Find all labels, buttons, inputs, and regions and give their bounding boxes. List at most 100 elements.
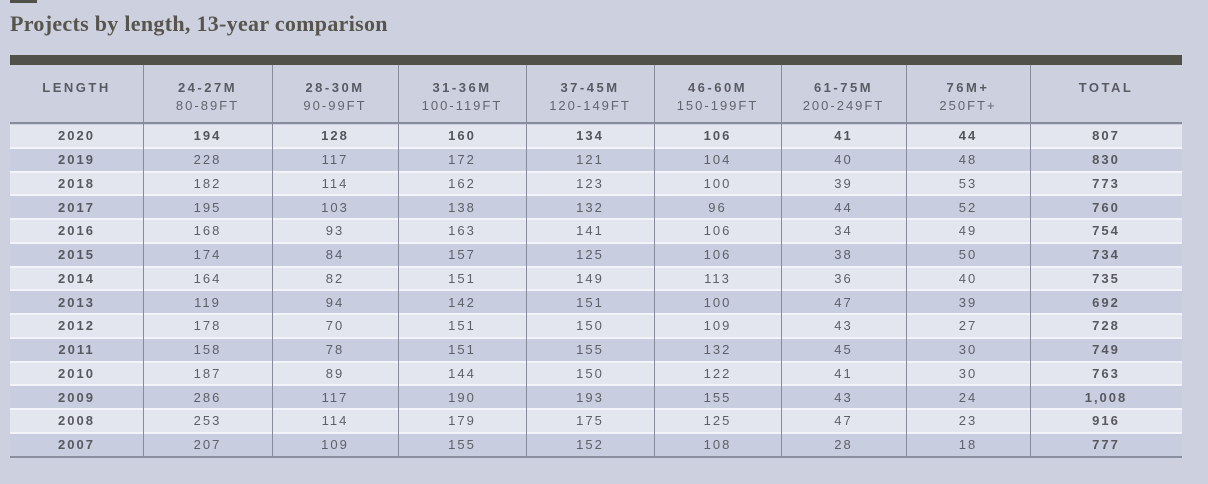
total-cell: 773 bbox=[1092, 175, 1120, 191]
value-cell: 44 bbox=[834, 199, 853, 215]
value-cell: 28 bbox=[834, 437, 853, 453]
year-cell: 2009 bbox=[58, 389, 95, 405]
value-cell: 207 bbox=[193, 437, 222, 453]
value-cell: 117 bbox=[321, 152, 349, 168]
value-cell: 179 bbox=[448, 413, 476, 429]
value-cell: 187 bbox=[193, 365, 222, 381]
column-header-meters-label: 46-60M bbox=[687, 80, 748, 95]
value-cell: 134 bbox=[576, 128, 604, 144]
value-cell: 23 bbox=[958, 413, 978, 429]
total-cell: 735 bbox=[1092, 270, 1120, 286]
value-cell: 155 bbox=[576, 342, 604, 358]
value-cell: 155 bbox=[448, 437, 476, 453]
value-cell: 47 bbox=[834, 413, 853, 429]
value-cell: 142 bbox=[448, 294, 476, 310]
total-cell: 728 bbox=[1092, 318, 1120, 334]
value-cell: 158 bbox=[193, 342, 222, 358]
table-header-row: LENGTH 24-27M 80-89FT 28-30M 90-99FT 31-36M 10… bbox=[10, 65, 1182, 122]
year-cell: 2010 bbox=[58, 365, 95, 381]
value-cell: 39 bbox=[834, 175, 853, 191]
value-cell: 49 bbox=[958, 223, 978, 239]
value-cell: 40 bbox=[958, 270, 978, 286]
column-divider-line bbox=[781, 65, 782, 457]
column-header-76m-: 76M+ 250FT+ bbox=[906, 65, 1030, 122]
value-cell: 151 bbox=[448, 270, 476, 286]
value-cell: 125 bbox=[576, 247, 604, 263]
value-cell: 151 bbox=[576, 294, 604, 310]
year-cell: 2019 bbox=[58, 152, 95, 168]
value-cell: 47 bbox=[834, 294, 853, 310]
value-cell: 39 bbox=[958, 294, 978, 310]
table-row-2020: 2020 194 128 160 134 106 41 44 807 bbox=[10, 125, 1182, 149]
value-cell: 151 bbox=[448, 318, 476, 334]
column-header-total: TOTAL bbox=[1030, 65, 1182, 122]
value-cell: 195 bbox=[193, 199, 222, 215]
year-cell: 2015 bbox=[58, 247, 95, 263]
column-header-28-30m: 28-30M 90-99FT bbox=[272, 65, 398, 122]
column-header-feet-label: 250FT+ bbox=[939, 98, 997, 113]
total-cell: 734 bbox=[1092, 247, 1120, 263]
value-cell: 84 bbox=[325, 247, 345, 263]
value-cell: 114 bbox=[321, 175, 349, 191]
value-cell: 70 bbox=[325, 318, 345, 334]
value-cell: 78 bbox=[325, 342, 345, 358]
page-title: Projects by length, 13-year comparison bbox=[10, 11, 388, 36]
value-cell: 109 bbox=[321, 437, 349, 453]
value-cell: 168 bbox=[193, 223, 222, 239]
column-divider-line bbox=[272, 65, 273, 457]
column-divider-line bbox=[906, 65, 907, 457]
table-row-2013: 2013 119 94 142 151 100 47 39 692 bbox=[10, 291, 1182, 315]
value-cell: 18 bbox=[958, 437, 978, 453]
value-cell: 38 bbox=[834, 247, 853, 263]
value-cell: 228 bbox=[193, 152, 222, 168]
column-header-31-36m: 31-36M 100-119FT bbox=[398, 65, 526, 122]
value-cell: 109 bbox=[703, 318, 732, 334]
value-cell: 151 bbox=[448, 342, 476, 358]
value-cell: 178 bbox=[193, 318, 222, 334]
value-cell: 144 bbox=[448, 365, 476, 381]
value-cell: 41 bbox=[834, 365, 853, 381]
year-cell: 2012 bbox=[58, 318, 95, 334]
column-header-meters-label: 31-36M bbox=[432, 80, 492, 95]
value-cell: 125 bbox=[703, 413, 732, 429]
column-header-feet-label: 150-199FT bbox=[676, 98, 759, 113]
value-cell: 253 bbox=[193, 413, 222, 429]
table-body: 2020 194 128 160 134 106 41 44 807 2019 228 117 172 1… bbox=[10, 125, 1182, 458]
value-cell: 155 bbox=[703, 389, 732, 405]
table-bottom-line bbox=[10, 456, 1182, 458]
value-cell: 160 bbox=[448, 128, 476, 144]
value-cell: 104 bbox=[703, 152, 732, 168]
column-header-meters-label: 76M+ bbox=[946, 80, 990, 95]
table-row-2009: 2009 286 117 190 193 155 43 24 1,008 bbox=[10, 386, 1182, 410]
column-header-61-75m: 61-75M 200-249FT bbox=[781, 65, 906, 122]
value-cell: 157 bbox=[448, 247, 476, 263]
value-cell: 89 bbox=[325, 365, 345, 381]
value-cell: 43 bbox=[834, 318, 853, 334]
value-cell: 106 bbox=[703, 223, 732, 239]
value-cell: 52 bbox=[958, 199, 978, 215]
value-cell: 119 bbox=[194, 294, 221, 310]
projects-by-length-table: LENGTH 24-27M 80-89FT 28-30M 90-99FT 31-36M 10… bbox=[10, 65, 1182, 458]
table-row-2012: 2012 178 70 151 150 109 43 27 728 bbox=[10, 315, 1182, 339]
year-cell: 2017 bbox=[58, 199, 95, 215]
value-cell: 286 bbox=[193, 389, 222, 405]
value-cell: 122 bbox=[703, 365, 732, 381]
value-cell: 182 bbox=[193, 175, 222, 191]
total-cell: 1,008 bbox=[1084, 389, 1128, 405]
value-cell: 172 bbox=[448, 152, 476, 168]
header-divider-line bbox=[10, 122, 1182, 124]
value-cell: 30 bbox=[958, 342, 978, 358]
table-row-2007: 2007 207 109 155 152 108 28 18 777 bbox=[10, 433, 1182, 458]
year-cell: 2016 bbox=[58, 223, 95, 239]
table-row-2018: 2018 182 114 162 123 100 39 53 773 bbox=[10, 172, 1182, 197]
value-cell: 108 bbox=[703, 437, 732, 453]
total-cell: 754 bbox=[1092, 223, 1120, 239]
table-row-2017: 2017 195 103 138 132 96 44 52 760 bbox=[10, 196, 1182, 220]
column-header-length: LENGTH bbox=[10, 65, 143, 122]
value-cell: 100 bbox=[703, 294, 732, 310]
value-cell: 163 bbox=[448, 223, 476, 239]
column-header-feet-label: 200-249FT bbox=[802, 98, 885, 113]
table-row-2008: 2008 253 114 179 175 125 47 23 916 bbox=[10, 410, 1182, 434]
total-cell: 692 bbox=[1092, 294, 1120, 310]
